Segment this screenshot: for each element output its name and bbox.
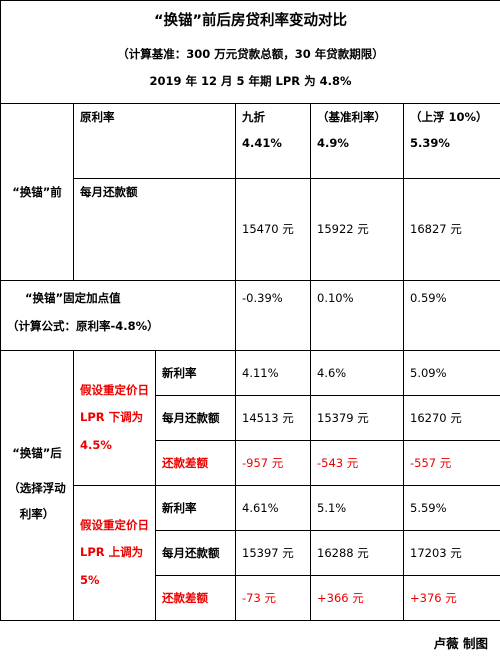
cell: 5.09%: [402, 350, 500, 396]
label: 每月还款额: [80, 185, 138, 199]
label: 还款差额: [162, 455, 208, 470]
row-label: 每月还款额: [73, 178, 236, 281]
value: 5.59%: [410, 500, 447, 515]
cell: 15379 元: [310, 395, 404, 441]
row-label: 还款差额: [155, 440, 236, 486]
value: -957 元: [242, 455, 284, 470]
row: 每月还款额 14513 元 15379 元 16270 元: [1, 395, 500, 441]
label: “换锚”后: [12, 446, 62, 460]
cell: 4.6%: [310, 350, 404, 396]
cell: -957 元: [235, 440, 311, 486]
cell: 5.1%: [310, 485, 404, 531]
cell: 17203 元: [402, 530, 500, 576]
rate: 4.41%: [242, 136, 282, 151]
note: 2019 年 12 月 5 年期 LPR 为 4.8%: [149, 73, 352, 88]
label: 原利率: [80, 110, 115, 124]
cell: 九折 4.41%: [235, 103, 311, 179]
row-label: 还款差额: [155, 575, 236, 621]
assumption: 假设重定价日 LPR 上调为 5%: [80, 517, 149, 587]
assumption-cell: 假设重定价日 LPR 上调为 5%: [73, 485, 156, 621]
payment: 16827 元: [410, 222, 462, 237]
cell: 5.59%: [402, 485, 500, 531]
row-label: 新利率: [155, 485, 236, 531]
row: 每月还款额 15397 元 16288 元 17203 元: [1, 530, 500, 576]
value: -73 元: [242, 590, 276, 605]
label: 新利率: [162, 365, 197, 380]
value: 14513 元: [242, 410, 294, 425]
label: 每月还款额: [162, 545, 220, 560]
cell: 15470 元: [235, 178, 311, 281]
cell: -543 元: [310, 440, 404, 486]
value: 5.1%: [317, 500, 347, 515]
value: 16288 元: [317, 545, 369, 560]
row-label: “换锚”固定加点值 （计算公式：原利率-4.8%）: [0, 280, 236, 351]
value: 4.11%: [242, 365, 279, 380]
spread-value: 0.10%: [317, 291, 354, 305]
cell: +376 元: [402, 575, 500, 621]
subtitle: （计算基准：300 万元贷款总额，30 年贷款期限）: [117, 47, 384, 62]
payment: 15922 元: [317, 222, 369, 237]
row: 假设重定价日 LPR 上调为 5% 新利率 4.61% 5.1% 5.59%: [1, 485, 500, 621]
label: “换锚”固定加点值: [25, 291, 121, 305]
column-name: （基准利率）: [317, 110, 386, 124]
footer: 卢薇 制图: [433, 636, 488, 651]
cell: 0.10%: [310, 280, 404, 351]
cell: 4.61%: [235, 485, 311, 531]
payment: 15470 元: [242, 222, 294, 237]
column-name: （上浮 10%）: [410, 110, 488, 124]
row: “换锚”后 （选择浮动利率） 假设重定价日 LPR 下调为 4.5% 新利率 4.11%…: [0, 350, 500, 621]
rate-table: “换锚”前后房贷利率变动对比 （计算基准：300 万元贷款总额，30 年贷款期限…: [0, 0, 500, 621]
value: 4.6%: [317, 365, 347, 380]
row-label: 新利率: [155, 350, 236, 396]
cell: 16270 元: [402, 395, 500, 441]
rate: 5.39%: [410, 136, 450, 151]
column-name: 九折: [242, 110, 265, 124]
value: 15397 元: [242, 545, 294, 560]
value: +366 元: [317, 590, 364, 605]
cell: +366 元: [310, 575, 404, 621]
cell: 15922 元: [310, 178, 404, 281]
value: 17203 元: [410, 545, 462, 560]
row-label: 每月还款额: [155, 530, 236, 576]
cell: 0.59%: [402, 280, 500, 351]
row: 还款差额 -957 元 -543 元 -557 元: [1, 440, 500, 486]
cell: -0.39%: [235, 280, 311, 351]
cell: （上浮 10%） 5.39%: [402, 103, 500, 179]
value: 4.61%: [242, 500, 279, 515]
label: 每月还款额: [162, 410, 220, 425]
header-cell: “换锚”前后房贷利率变动对比 （计算基准：300 万元贷款总额，30 年贷款期限…: [0, 0, 500, 104]
row-label: 每月还款额: [155, 395, 236, 441]
cell: 16288 元: [310, 530, 404, 576]
label: “换锚”前: [12, 184, 62, 199]
cell: 4.11%: [235, 350, 311, 396]
value: -557 元: [410, 455, 452, 470]
assumption: 假设重定价日 LPR 下调为 4.5%: [80, 382, 149, 452]
value: -543 元: [317, 455, 359, 470]
spread-value: -0.39%: [242, 291, 283, 305]
note: （选择浮动利率）: [8, 481, 66, 521]
row-label: 原利率: [73, 103, 236, 179]
cell: -557 元: [402, 440, 500, 486]
spread-value: 0.59%: [410, 291, 447, 305]
section-label: “换锚”后 （选择浮动利率）: [0, 350, 74, 621]
label: 新利率: [162, 500, 197, 515]
value: +376 元: [410, 590, 457, 605]
cell: （基准利率） 4.9%: [310, 103, 404, 179]
title: “换锚”前后房贷利率变动对比: [153, 13, 348, 30]
value: 15379 元: [317, 410, 369, 425]
cell: -73 元: [235, 575, 311, 621]
formula: （计算公式：原利率-4.8%）: [7, 319, 159, 334]
label: 还款差额: [162, 590, 208, 605]
after-section: “换锚”后 （选择浮动利率） 假设重定价日 LPR 下调为 4.5% 新利率 4.11%…: [0, 350, 500, 621]
cell: 15397 元: [235, 530, 311, 576]
section-label: “换锚”前: [0, 103, 74, 281]
assumption-cell: 假设重定价日 LPR 下调为 4.5%: [73, 350, 156, 486]
value: 5.09%: [410, 365, 447, 380]
cell: 14513 元: [235, 395, 311, 441]
value: 16270 元: [410, 410, 462, 425]
cell: 16827 元: [402, 178, 500, 281]
rate: 4.9%: [317, 136, 349, 151]
row: 还款差额 -73 元 +366 元 +376 元: [1, 575, 500, 621]
